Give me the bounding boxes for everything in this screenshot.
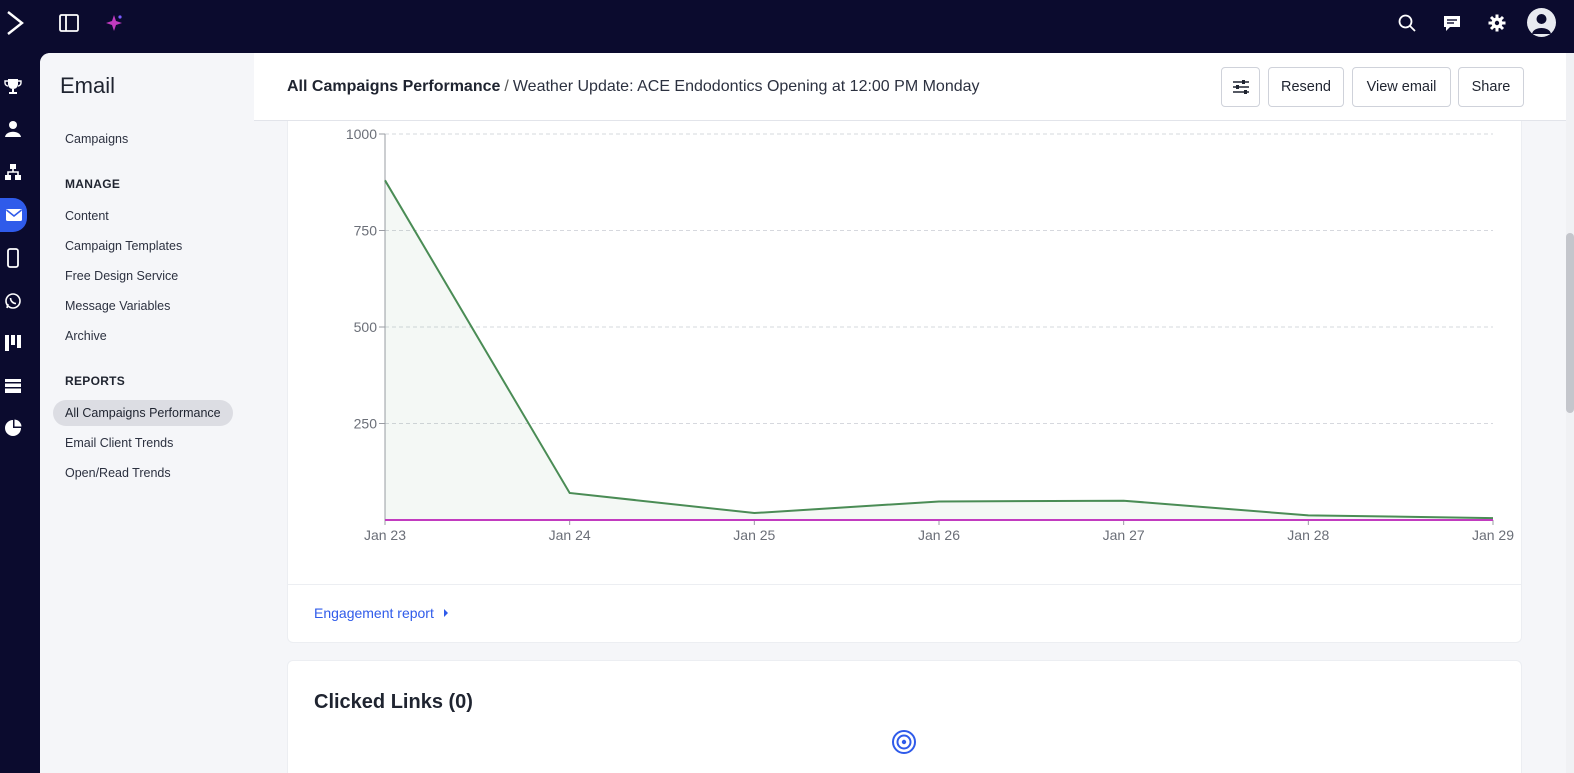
scrollbar[interactable] <box>1566 53 1574 773</box>
series-line <box>384 179 1494 520</box>
x-tick-label: Jan 25 <box>733 527 775 543</box>
app-rail <box>0 46 40 773</box>
nav-item-email-client-trends[interactable]: Email Client Trends <box>65 436 174 450</box>
nav-item-archive[interactable]: Archive <box>65 329 107 343</box>
clicked-links-title: Clicked Links (0) <box>314 691 473 713</box>
performance-chart-card: 250 500 750 1000 Jan 23 Jan 24 Jan 25 Jan 26 Jan… <box>287 121 1522 643</box>
sidebar-toggle-icon[interactable] <box>54 8 84 38</box>
nav-item-open-read-trends[interactable]: Open/Read Trends <box>65 466 171 480</box>
series-area <box>385 180 1493 520</box>
reports-heading: REPORTS <box>65 374 126 388</box>
search-icon[interactable] <box>1392 8 1422 38</box>
view-email-button[interactable]: View email <box>1352 67 1451 107</box>
breadcrumb-parent[interactable]: All Campaigns Performance <box>287 78 501 95</box>
nav-item-campaign-templates[interactable]: Campaign Templates <box>65 239 183 253</box>
deals-icon[interactable] <box>0 329 26 357</box>
engagement-report-link[interactable]: Engagement report <box>314 605 450 621</box>
clicked-links-card: Clicked Links (0) <box>287 660 1522 773</box>
y-tick-label: 500 <box>354 319 378 335</box>
sliders-icon <box>1232 80 1249 94</box>
x-tick-label: Jan 24 <box>549 527 591 543</box>
site-icon[interactable] <box>0 372 26 400</box>
resend-button[interactable]: Resend <box>1268 67 1344 107</box>
breadcrumb-current: Weather Update: ACE Endodontics Opening … <box>512 78 980 95</box>
email-nav: Email Campaigns MANAGE Content Campaign … <box>40 53 254 773</box>
main-content: 250 500 750 1000 Jan 23 Jan 24 Jan 25 Jan 26 Jan… <box>254 53 1574 773</box>
engagement-report-label: Engagement report <box>314 605 434 621</box>
gear-icon[interactable] <box>1482 8 1512 38</box>
x-tick-label: Jan 27 <box>1103 527 1145 543</box>
breadcrumb: All Campaigns Performance / Weather Update… <box>287 78 980 96</box>
nav-item-campaigns[interactable]: Campaigns <box>65 132 129 146</box>
top-bar <box>0 0 1574 46</box>
x-tick-label: Jan 23 <box>364 527 406 543</box>
chat-icon[interactable] <box>1437 8 1467 38</box>
nav-title: Email <box>60 73 116 98</box>
target-icon <box>892 730 916 754</box>
y-tick-label: 1000 <box>346 126 377 142</box>
nav-item-content[interactable]: Content <box>65 209 109 223</box>
breadcrumb-separator: / <box>504 78 509 95</box>
whatsapp-icon[interactable] <box>0 287 26 315</box>
x-tick-label: Jan 28 <box>1287 527 1329 543</box>
scrollbar-thumb[interactable] <box>1566 233 1574 413</box>
page-header: All Campaigns Performance / Weather Update… <box>254 53 1574 121</box>
contacts-icon[interactable] <box>0 115 26 143</box>
avatar[interactable] <box>1527 8 1556 37</box>
performance-chart: 250 500 750 1000 Jan 23 Jan 24 Jan 25 Jan 26 Jan… <box>346 126 1514 543</box>
filter-settings-button[interactable] <box>1221 67 1260 107</box>
share-button[interactable]: Share <box>1458 67 1524 107</box>
app-panel: Email Campaigns MANAGE Content Campaign … <box>40 53 1574 773</box>
automations-icon[interactable] <box>0 158 26 186</box>
y-tick-label: 250 <box>354 416 378 432</box>
card-divider <box>288 584 1521 585</box>
caret-right-icon <box>443 609 448 617</box>
sms-icon[interactable] <box>0 244 26 272</box>
reports-pie-icon[interactable] <box>0 414 26 442</box>
email-icon[interactable] <box>0 198 27 232</box>
nav-item-all-campaigns-performance[interactable]: All Campaigns Performance <box>53 400 233 426</box>
ai-sparkle-icon[interactable] <box>99 8 129 38</box>
manage-heading: MANAGE <box>65 177 121 191</box>
nav-item-free-design-service[interactable]: Free Design Service <box>65 269 179 283</box>
trophy-icon[interactable] <box>0 72 26 100</box>
x-tick-label: Jan 29 <box>1472 527 1514 543</box>
y-tick-label: 750 <box>354 223 378 239</box>
nav-item-message-variables[interactable]: Message Variables <box>65 299 171 313</box>
logo-chevron-icon[interactable] <box>0 8 30 38</box>
x-tick-label: Jan 26 <box>918 527 960 543</box>
